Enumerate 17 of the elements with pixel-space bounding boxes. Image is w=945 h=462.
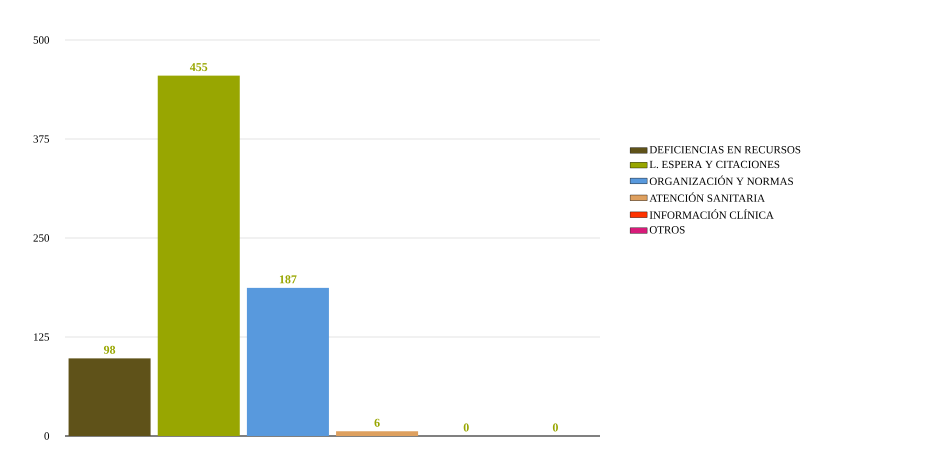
- data-label: 0: [464, 423, 469, 432]
- legend-label: DEFICIENCIAS EN RECURSOS: [650, 146, 800, 154]
- data-label: 0: [552, 423, 558, 432]
- legend-label: INFORMACIÓN CLÍNICA: [650, 209, 774, 219]
- y-tick-label: 0: [44, 432, 50, 440]
- y-tick-label: 125: [34, 333, 50, 341]
- y-tick-label: 375: [34, 135, 50, 143]
- y-tick-label: 250: [34, 234, 50, 242]
- legend-label: ORGANIZACIÓN Y NORMAS: [650, 176, 793, 186]
- legend-label: OTROS: [650, 226, 685, 234]
- data-label: 98: [104, 346, 116, 354]
- data-label: 6: [374, 418, 380, 427]
- legend-label: ATENCIÓN SANITARIA: [649, 192, 765, 202]
- y-tick-label: 500: [34, 36, 50, 44]
- data-label: 455: [190, 63, 208, 72]
- legend-label: L. ESPERA Y CITACIONES: [650, 160, 780, 168]
- data-label: 187: [280, 275, 297, 284]
